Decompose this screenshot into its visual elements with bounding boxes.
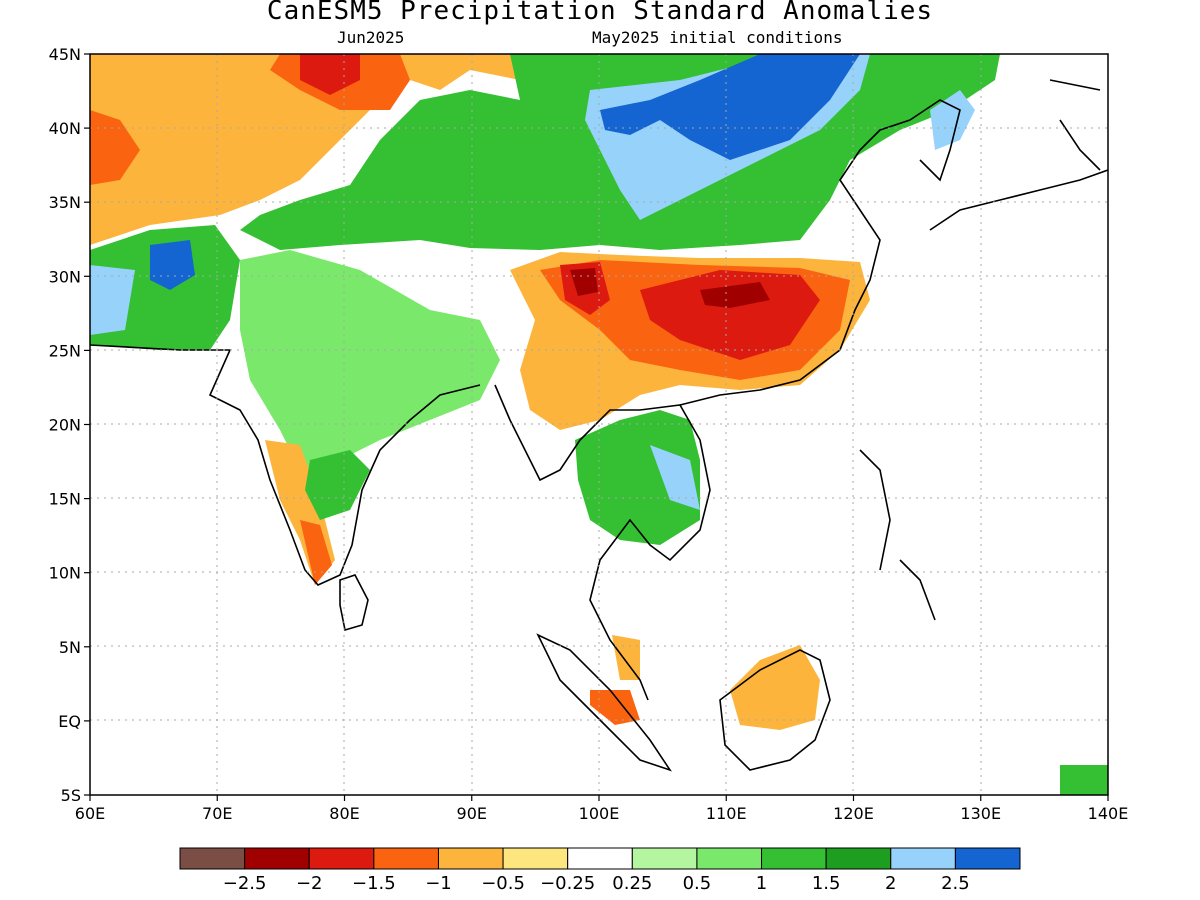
lat-tick-label: 15N: [49, 490, 81, 509]
coastlines: [90, 79, 1108, 772]
lat-tick-label: EQ: [58, 712, 81, 731]
lat-tick-label: 30N: [49, 267, 81, 286]
colorbar-label: −2: [296, 873, 323, 894]
colorbar-swatch: [244, 847, 310, 870]
colorbar-label: −1.5: [352, 873, 396, 894]
lat-tick-label: 5N: [59, 638, 81, 657]
anomaly-area-dry-west: [90, 54, 540, 245]
longitude-axis: 60E 70E 80E 90E 100E 110E 120E 130E 140E: [75, 795, 1129, 823]
colorbar-label: −0.5: [481, 873, 525, 894]
anomaly-area-dry-sumatra: [590, 690, 640, 725]
lat-tick-label: 35N: [49, 193, 81, 212]
coastline-korea: [909, 99, 961, 182]
lon-tick-label: 120E: [833, 804, 874, 823]
anomaly-area-wet-indochina-light: [650, 445, 700, 510]
lon-tick-label: 140E: [1088, 804, 1129, 823]
colorbar-swatch: [502, 847, 569, 870]
colorbar-swatch: [437, 847, 504, 870]
colorbar-label: 0.5: [683, 873, 712, 894]
colorbar-label: 2.5: [941, 873, 970, 894]
lon-tick-label: 110E: [706, 804, 747, 823]
lon-tick-label: 100E: [579, 804, 620, 823]
anomaly-area-wet-southwest-light: [90, 265, 135, 335]
colorbar-label: 1: [756, 873, 767, 894]
anomaly-area-wet-india-east: [305, 450, 370, 520]
initial-conditions-label: May2025 initial conditions: [592, 28, 843, 47]
coastline-japan: [929, 79, 1108, 231]
colorbar-swatch: [373, 847, 439, 870]
latitude-axis: 45N 40N 35N 30N 25N 20N 15N 10N 5N EQ 5S: [49, 45, 90, 805]
anomaly-area-wet-southwest-dark: [150, 240, 195, 290]
lon-tick-label: 70E: [202, 804, 232, 823]
colorbar-label: 2: [885, 873, 896, 894]
coastline-indochina: [494, 384, 711, 701]
lon-tick-label: 60E: [75, 804, 105, 823]
colorbar-swatch: [954, 847, 1021, 870]
colorbar-swatch: [567, 847, 633, 870]
colorbar: −2.5 −2 −1.5 −1 −0.5 −0.25 0.25 0.5 1 1.5 2 2.5: [179, 847, 1021, 894]
lat-tick-label: 25N: [49, 341, 81, 360]
anomaly-shading: [90, 54, 1108, 795]
anomaly-area-dry-china-peak: [570, 268, 770, 308]
anomaly-area-wet-india: [240, 250, 500, 500]
colorbar-label: 1.5: [812, 873, 841, 894]
map-title: CanESM5 Precipitation Standard Anomalies: [266, 0, 934, 26]
anomaly-area-dry-west-core: [90, 110, 140, 185]
colorbar-swatch: [761, 847, 827, 870]
anomaly-area-wet-korea: [930, 90, 975, 150]
anomaly-area-dry-borneo: [730, 645, 820, 730]
colorbar-swatch: [696, 847, 763, 870]
anomaly-area-dry-malaya: [612, 635, 640, 680]
anomaly-area-dry-north-peak: [300, 54, 360, 95]
coastline-india: [90, 344, 481, 586]
lat-tick-label: 20N: [49, 416, 81, 435]
valid-month-label: Jun2025: [337, 28, 405, 47]
anomaly-area-wet-north-dark: [600, 54, 860, 160]
lat-tick-label: 10N: [49, 564, 81, 583]
lon-tick-label: 90E: [457, 804, 487, 823]
colorbar-swatch: [631, 847, 698, 870]
lat-tick-label: 40N: [49, 119, 81, 138]
lat-tick-label: 45N: [49, 45, 81, 64]
lon-tick-label: 80E: [329, 804, 359, 823]
colorbar-label: −2.5: [223, 873, 267, 894]
coastline-philippines: [859, 449, 936, 621]
anomaly-area-wet-indochina: [575, 410, 700, 545]
anomaly-area-wet-newguinea: [1060, 765, 1108, 795]
colorbar-label: 0.25: [612, 873, 652, 894]
coastline-borneo: [719, 649, 831, 771]
gridlines: [90, 54, 1108, 795]
coastline-sumatra: [536, 633, 672, 772]
coastline-china: [679, 119, 911, 406]
lat-tick-label: 5S: [61, 786, 81, 805]
colorbar-swatch: [825, 847, 892, 870]
anomaly-area-dry-india-core: [300, 520, 332, 585]
colorbar-label: −0.25: [540, 873, 595, 894]
coastline-srilanka: [339, 574, 369, 632]
lon-tick-label: 130E: [960, 804, 1001, 823]
colorbar-swatch: [308, 847, 375, 870]
colorbar-swatch: [890, 847, 956, 870]
colorbar-label: −1: [425, 873, 452, 894]
colorbar-swatch: [179, 847, 246, 870]
